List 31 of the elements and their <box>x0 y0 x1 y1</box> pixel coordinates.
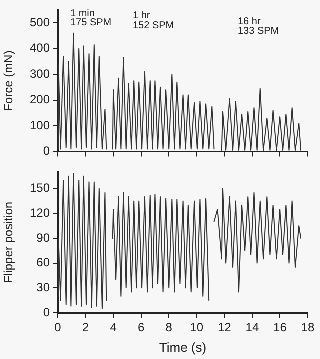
x-tick-label: 12 <box>218 320 232 335</box>
y-tick-label: 0 <box>43 305 50 320</box>
x-tick-label: 18 <box>301 320 315 335</box>
y-tick-label: 500 <box>30 15 50 30</box>
annotation: 152 SPM <box>133 20 174 32</box>
x-tick-label: 6 <box>138 320 145 335</box>
x-tick-label: 8 <box>166 320 173 335</box>
annotation: 16 hr <box>238 16 262 28</box>
y-tick-label: 400 <box>30 41 50 56</box>
y-axis-title: Flipper position <box>2 202 16 284</box>
y-tick-label: 30 <box>36 280 50 294</box>
annotation: 175 SPM <box>70 18 112 29</box>
x-tick-label: 16 <box>274 320 288 335</box>
y-tick-label: 200 <box>30 92 50 107</box>
y-tick-label: 60 <box>36 256 50 270</box>
annotation: 1 min <box>70 8 95 20</box>
x-tick-label: 10 <box>190 320 204 335</box>
x-tick-label: 2 <box>82 320 90 335</box>
x-tick-label: 0 <box>54 320 62 335</box>
annotation: 1 hr <box>133 10 151 22</box>
x-axis-title: Time (s) <box>159 340 207 355</box>
y-tick-label: 150 <box>30 181 50 196</box>
x-tick-label: 14 <box>246 320 260 335</box>
y-tick-label: 100 <box>30 118 50 132</box>
y-tick-label: 90 <box>36 230 50 245</box>
x-tick-label: 4 <box>110 320 118 335</box>
y-tick-label: 300 <box>30 66 50 81</box>
y-tick-label: 120 <box>30 206 50 220</box>
y-axis-title: Force (mN) <box>2 50 16 112</box>
annotation: 133 SPM <box>238 26 280 38</box>
y-tick-label: 0 <box>43 144 50 158</box>
